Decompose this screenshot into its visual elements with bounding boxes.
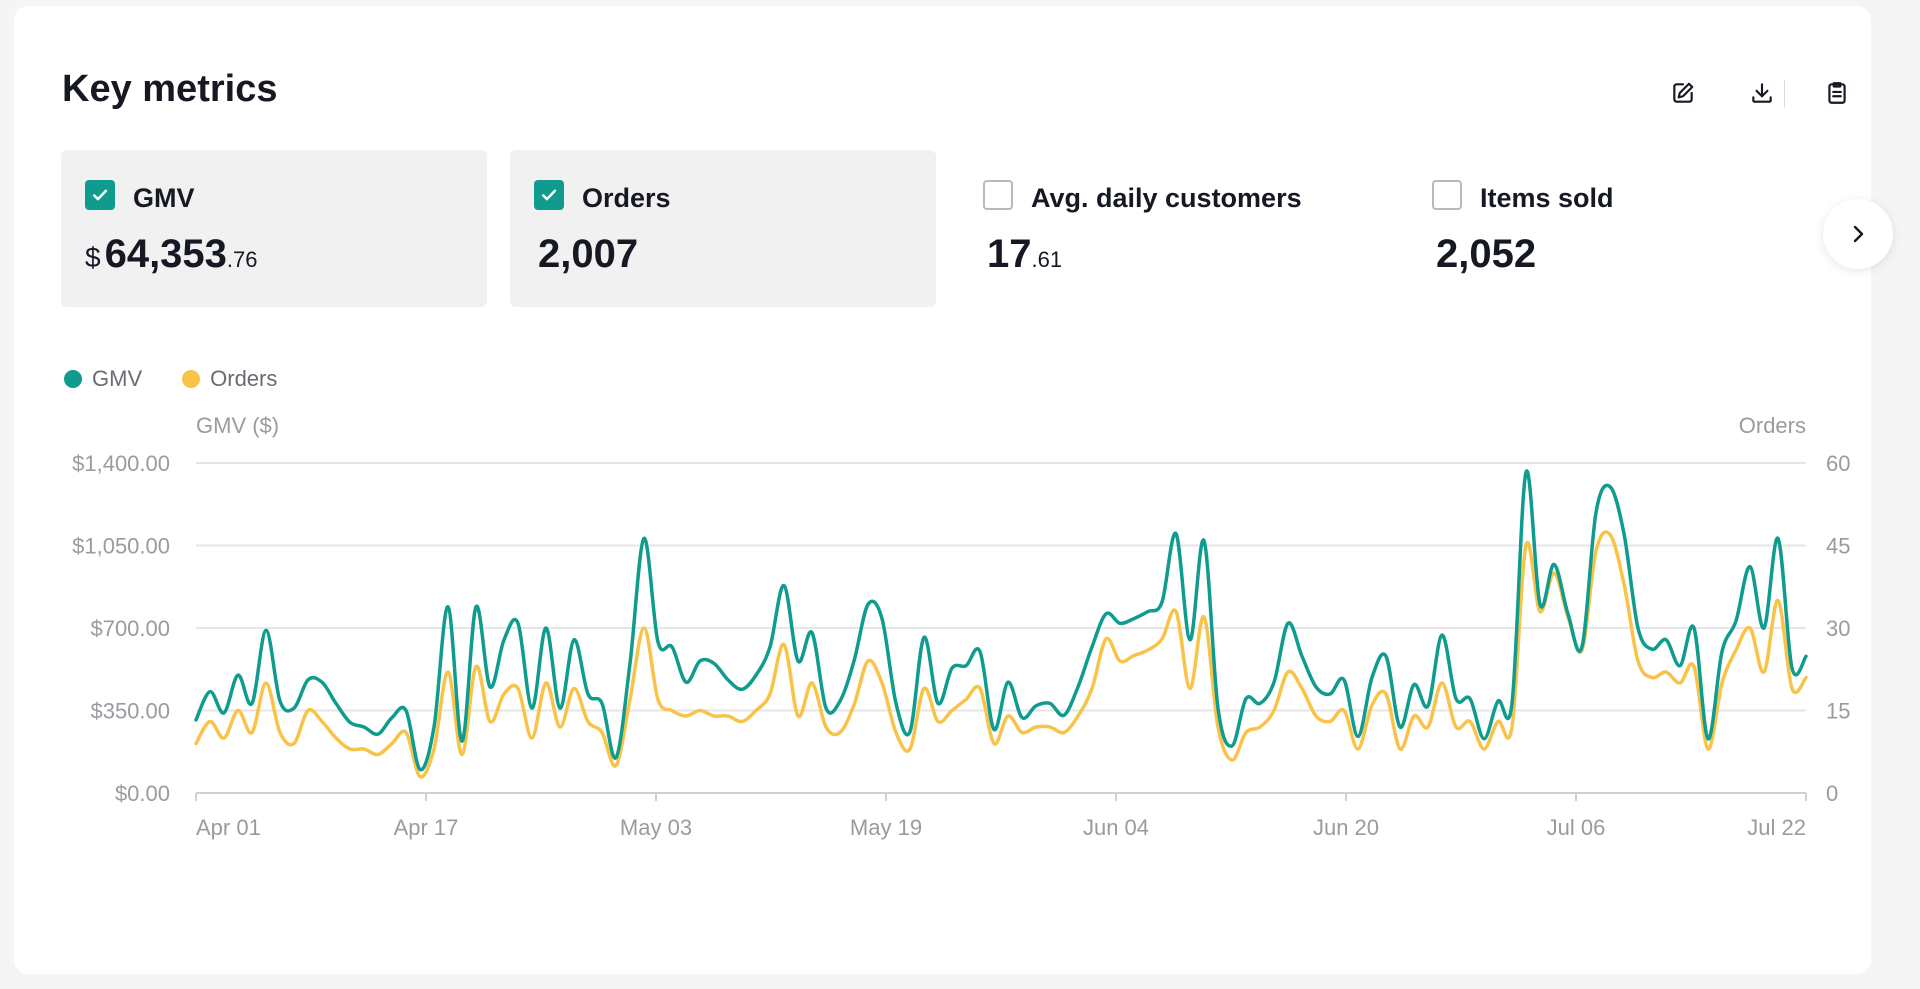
metric-value: $64,353.76 [85,232,258,277]
chart-legend: GMV Orders [64,366,317,392]
x-tick-label: Apr 01 [196,815,261,840]
metric-integer: 2,007 [538,232,639,276]
metric-label: Avg. daily customers [1031,183,1302,213]
checkbox[interactable] [983,180,1013,210]
legend-item-gmv[interactable]: GMV [64,366,142,392]
y2-axis-title: Orders [1739,413,1806,438]
metric-decimal: .76 [226,247,258,272]
metric-currency: $ [85,242,101,273]
checkbox[interactable] [85,180,115,210]
y-tick-label: $1,400.00 [72,451,170,476]
x-tick-label: Jul 06 [1547,815,1606,840]
legend-label: Orders [210,366,278,391]
metric-label: Items sold [1480,183,1614,213]
metric-label: GMV [133,183,195,213]
toolbar-divider [1784,80,1785,108]
metric-label: Orders [582,183,671,213]
series-line-orders [194,530,1808,779]
metric-value: 17.61 [983,232,1062,277]
y-axis-title: GMV ($) [196,413,279,438]
y-tick-label: $700.00 [90,616,170,641]
y2-tick-label: 30 [1826,616,1850,641]
chevron-right-icon [1853,225,1864,243]
download-icon[interactable] [1747,78,1777,108]
x-tick-label: Jul 22 [1747,815,1806,840]
y2-tick-label: 45 [1826,534,1850,559]
x-tick-label: May 19 [850,815,922,840]
series-line-gmv [194,469,1808,772]
y2-tick-label: 0 [1826,781,1838,806]
x-tick-label: May 03 [620,815,692,840]
metric-integer: 64,353 [104,232,227,276]
y-tick-label: $350.00 [90,699,170,724]
legend-dot [64,370,82,388]
metric-value: 2,052 [1432,232,1536,277]
y2-tick-label: 60 [1826,451,1850,476]
edit-icon[interactable] [1668,78,1698,108]
checkmark-icon [541,189,557,201]
next-metrics-button[interactable] [1823,199,1893,269]
legend-item-orders[interactable]: Orders [182,366,277,392]
legend-dot [182,370,201,388]
y-tick-label: $1,050.00 [72,534,170,559]
legend-label: GMV [92,366,143,391]
y2-tick-label: 15 [1826,699,1850,724]
metric-integer: 17 [987,232,1032,276]
x-tick-label: Jun 04 [1083,815,1149,840]
page-title: Key metrics [62,68,278,110]
metric-integer: 2,052 [1436,232,1537,276]
metric-card-items-sold[interactable]: Items sold 2,052 [1408,150,1834,307]
metric-value: 2,007 [534,232,638,277]
metric-card-avg-daily-customers[interactable]: Avg. daily customers 17.61 [959,150,1385,307]
metric-decimal: .61 [1031,247,1063,272]
metric-card-gmv[interactable]: GMV $64,353.76 [61,150,487,307]
checkbox[interactable] [1432,180,1462,210]
x-tick-label: Apr 17 [394,815,459,840]
y-tick-label: $0.00 [115,781,170,806]
checkmark-icon [92,189,108,201]
clipboard-icon[interactable] [1822,78,1852,108]
x-tick-label: Jun 20 [1313,815,1379,840]
metric-card-orders[interactable]: Orders 2,007 [510,150,936,307]
checkbox[interactable] [534,180,564,210]
